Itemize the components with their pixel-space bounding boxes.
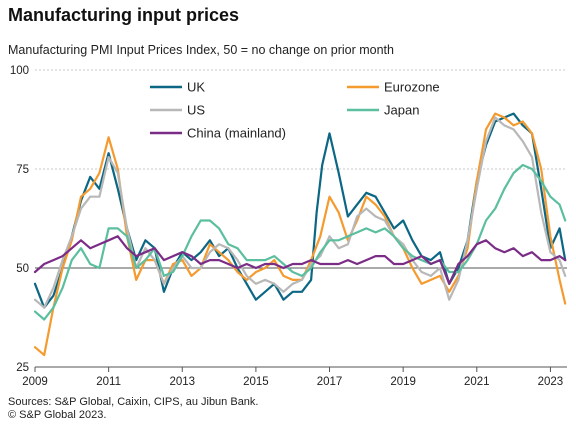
series-line-japan (33, 163, 567, 321)
x-tick-label: 2021 (464, 376, 490, 388)
x-tick-label: 2009 (22, 376, 48, 388)
legend-label: China (mainland) (187, 126, 286, 141)
legend-label: Eurozone (384, 80, 440, 95)
y-tick-label: 25 (16, 362, 29, 374)
chart-subtitle: Manufacturing PMI Input Prices Index, 50… (8, 43, 394, 57)
x-tick-label: 2015 (243, 376, 269, 388)
x-tick-label: 2013 (169, 376, 195, 388)
x-tick-label: 2017 (317, 376, 343, 388)
y-tick-label: 50 (16, 263, 29, 275)
legend: UK Eurozone US Japan China (mainland) (150, 80, 440, 141)
series-line-us (33, 116, 567, 309)
x-tick-label: 2011 (96, 376, 121, 388)
page-title: Manufacturing input prices (8, 5, 240, 25)
x-tick-label: 2019 (390, 376, 416, 388)
legend-label: UK (187, 80, 205, 95)
x-tick-label: 2023 (538, 376, 564, 388)
line-chart: 25 50 75 100 2009 2011 2013 2015 2017 2019 2021 202… (10, 65, 567, 388)
legend-label: Japan (384, 103, 419, 118)
series-lines (33, 112, 567, 357)
y-tick-label: 100 (10, 65, 29, 77)
footer: Sources: S&P Global, Caixin, CIPS, au Ji… (8, 396, 258, 422)
sources-note: Sources: S&P Global, Caixin, CIPS, au Ji… (8, 396, 259, 408)
series-line-china-mainland (33, 235, 567, 285)
axes: 25 50 75 100 2009 2011 2013 2015 2017 2019 2021 202… (10, 65, 567, 388)
y-tick-label: 75 (16, 164, 29, 176)
legend-label: US (187, 103, 205, 118)
copyright-note: © S&P Global 2023. (8, 409, 107, 421)
